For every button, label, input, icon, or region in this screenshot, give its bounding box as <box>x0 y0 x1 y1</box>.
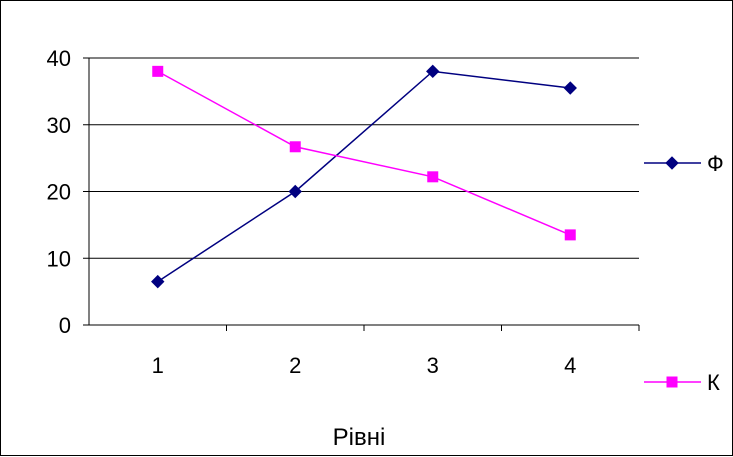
axes <box>83 57 640 331</box>
series-2-point <box>564 229 576 241</box>
series-2-point <box>152 65 164 77</box>
legend-item-2-marker <box>666 376 678 388</box>
x-tick-label: 1 <box>152 353 164 378</box>
x-tick-label: 2 <box>289 353 301 378</box>
legend-item-2-label: К <box>707 370 720 395</box>
series-1-point <box>288 184 302 199</box>
x-tick-labels: 1 2 3 4 <box>152 353 577 378</box>
series <box>151 64 577 289</box>
legend-item-1-label: Ф <box>707 151 724 176</box>
series-1-point <box>151 274 165 289</box>
series-2-point <box>289 141 301 153</box>
series-1-line <box>157 70 571 283</box>
gridlines <box>89 57 639 259</box>
x-tick-label: 4 <box>564 353 576 378</box>
x-axis-title: Рівні <box>333 424 386 451</box>
series-1-point <box>426 64 440 79</box>
legend: ФК <box>644 151 724 395</box>
series-1-point <box>563 81 577 95</box>
y-tick-labels: 0 10 20 30 40 <box>47 46 71 338</box>
series-2-line <box>157 70 571 236</box>
y-tick-label: 0 <box>59 313 71 338</box>
legend-item-1-marker <box>665 156 679 170</box>
y-tick-label: 10 <box>47 246 71 271</box>
y-tick-label: 40 <box>47 46 71 71</box>
series-2-point <box>427 171 439 183</box>
y-tick-label: 20 <box>47 180 71 205</box>
x-tick-label: 3 <box>427 353 439 378</box>
y-tick-label: 30 <box>47 113 71 138</box>
